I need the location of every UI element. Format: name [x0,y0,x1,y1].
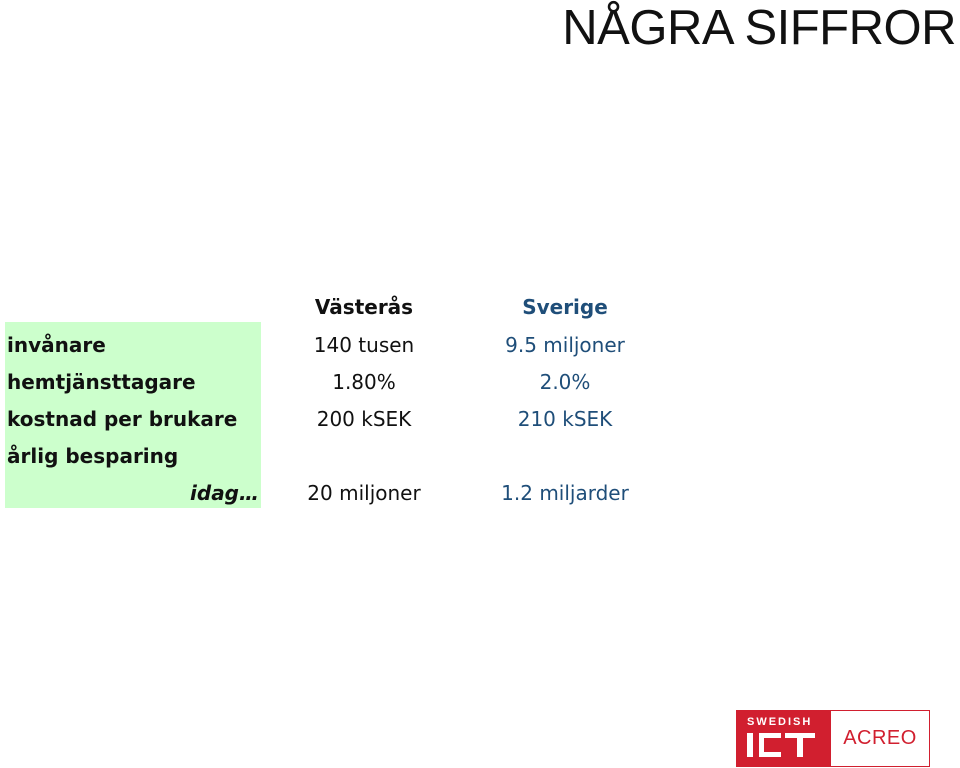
row-label-kostnad-per-brukare: kostnad per brukare [7,407,238,431]
cell-hemtjansttagare-sverige: 2.0% [539,370,591,394]
cell-idag-sverige: 1.2 miljarder [501,481,629,505]
ict-mark-icon [747,733,815,757]
row-label-hemtjansttagare: hemtjänsttagare [7,370,196,394]
cell-idag-vasteras: 20 miljoner [307,481,421,505]
logo-acreo-text: ACREO [843,727,917,749]
row-label-idag: idag… [190,481,259,505]
slide-title: NÅGRA SIFFROR [562,1,956,55]
swedish-ict-acreo-logo: SWEDISH ACREO [736,710,930,767]
column-header-vasteras: Västerås [314,295,414,319]
cell-kostnad-sverige: 210 kSEK [517,407,613,431]
logo-swedish-text: SWEDISH [747,716,813,728]
cell-invanare-vasteras: 140 tusen [313,333,415,357]
row-label-arlig-besparing: årlig besparing [7,444,179,468]
acreo-logo-panel: ACREO [831,711,929,766]
cell-kostnad-vasteras: 200 kSEK [316,407,412,431]
cell-hemtjansttagare-vasteras: 1.80% [332,370,396,394]
column-header-sverige: Sverige [522,295,608,319]
cell-invanare-sverige: 9.5 miljoner [505,333,625,357]
swedish-ict-logo-mark: SWEDISH [737,711,831,766]
label-column-background [5,322,261,508]
row-label-invanare: invånare [7,333,106,357]
